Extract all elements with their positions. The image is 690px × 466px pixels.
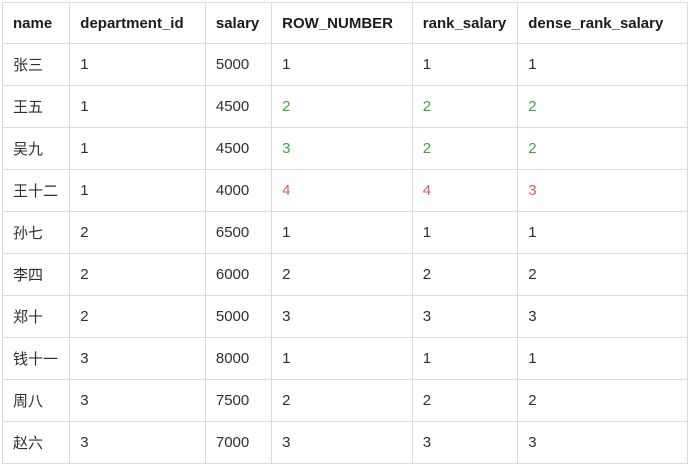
table-row: 孙七 2 6500 1 1 1 [1,211,688,254]
table-cell: 5000 [204,295,273,338]
table-row: 王十二 1 4000 4 4 3 [1,169,688,212]
table-cell: 1 [517,211,688,254]
table-cell: 孙七 [1,211,71,254]
table-cell: 4000 [204,169,273,212]
table-cell: 3 [517,169,688,212]
table-cell: 2 [517,379,688,422]
table-cell: 吴九 [1,127,71,170]
table-cell: 5000 [204,43,273,86]
table-cell: 1 [69,85,206,128]
table-cell: 2 [517,85,688,128]
table-cell: 3 [271,295,413,338]
table-cell: 2 [411,85,519,128]
table-header-row: name department_id salary ROW_NUMBER rank_sa… [1,2,688,44]
table-cell: 1 [271,211,413,254]
table-cell: 王五 [1,85,71,128]
table-cell: 2 [271,379,413,422]
table-cell: 2 [69,211,206,254]
table-cell: 2 [271,85,413,128]
table-cell: 郑十 [1,295,71,338]
table-row: 吴九 1 4500 3 2 2 [1,127,688,170]
table-cell: 1 [411,211,519,254]
table-row: 郑十 2 5000 3 3 3 [1,295,688,338]
table-body: 张三 1 5000 1 1 1 王五 1 4500 2 2 2 吴九 1 4500 3 2 2 王十二 1 4000 4 4… [1,43,688,464]
table-cell: 2 [411,379,519,422]
table-cell: 8000 [204,337,273,380]
table-cell: 1 [69,127,206,170]
table-cell: 3 [69,421,206,464]
table-cell: 1 [411,337,519,380]
table-cell: 2 [517,127,688,170]
table-cell: 王十二 [1,169,71,212]
table-cell: 赵六 [1,421,71,464]
table-cell: 4500 [204,127,273,170]
table-cell: 7000 [204,421,273,464]
table-cell: 3 [517,295,688,338]
table-cell: 李四 [1,253,71,296]
table-cell: 1 [411,43,519,86]
table-cell: 1 [271,337,413,380]
table-cell: 2 [411,253,519,296]
table-cell: 3 [411,295,519,338]
table-cell: 2 [517,253,688,296]
column-header-name: name [1,2,71,44]
table-header: name department_id salary ROW_NUMBER rank_sa… [1,2,688,44]
table-cell: 1 [69,43,206,86]
table-cell: 1 [271,43,413,86]
table-cell: 4 [271,169,413,212]
table-row: 钱十一 3 8000 1 1 1 [1,337,688,380]
column-header-dense_rank_salary: dense_rank_salary [517,2,688,44]
table-cell: 1 [517,43,688,86]
table-cell: 2 [411,127,519,170]
table-cell: 1 [69,169,206,212]
table-cell: 2 [69,295,206,338]
table-cell: 4500 [204,85,273,128]
column-header-department_id: department_id [69,2,206,44]
column-header-rank_salary: rank_salary [411,2,519,44]
table-row: 李四 2 6000 2 2 2 [1,253,688,296]
table-cell: 2 [271,253,413,296]
column-header-salary: salary [204,2,273,44]
table-cell: 3 [411,421,519,464]
table-cell: 2 [69,253,206,296]
table-row: 周八 3 7500 2 2 2 [1,379,688,422]
table-cell: 钱十一 [1,337,71,380]
table-cell: 张三 [1,43,71,86]
table-cell: 6000 [204,253,273,296]
table-cell: 3 [517,421,688,464]
column-header-ROW_NUMBER: ROW_NUMBER [271,2,413,44]
table-cell: 4 [411,169,519,212]
table-cell: 3 [271,421,413,464]
table-cell: 3 [271,127,413,170]
table-row: 王五 1 4500 2 2 2 [1,85,688,128]
table-cell: 3 [69,379,206,422]
table-cell: 1 [517,337,688,380]
table-cell: 周八 [1,379,71,422]
table-row: 张三 1 5000 1 1 1 [1,43,688,86]
table-row: 赵六 3 7000 3 3 3 [1,421,688,464]
table-cell: 7500 [204,379,273,422]
table-cell: 6500 [204,211,273,254]
table-cell: 3 [69,337,206,380]
